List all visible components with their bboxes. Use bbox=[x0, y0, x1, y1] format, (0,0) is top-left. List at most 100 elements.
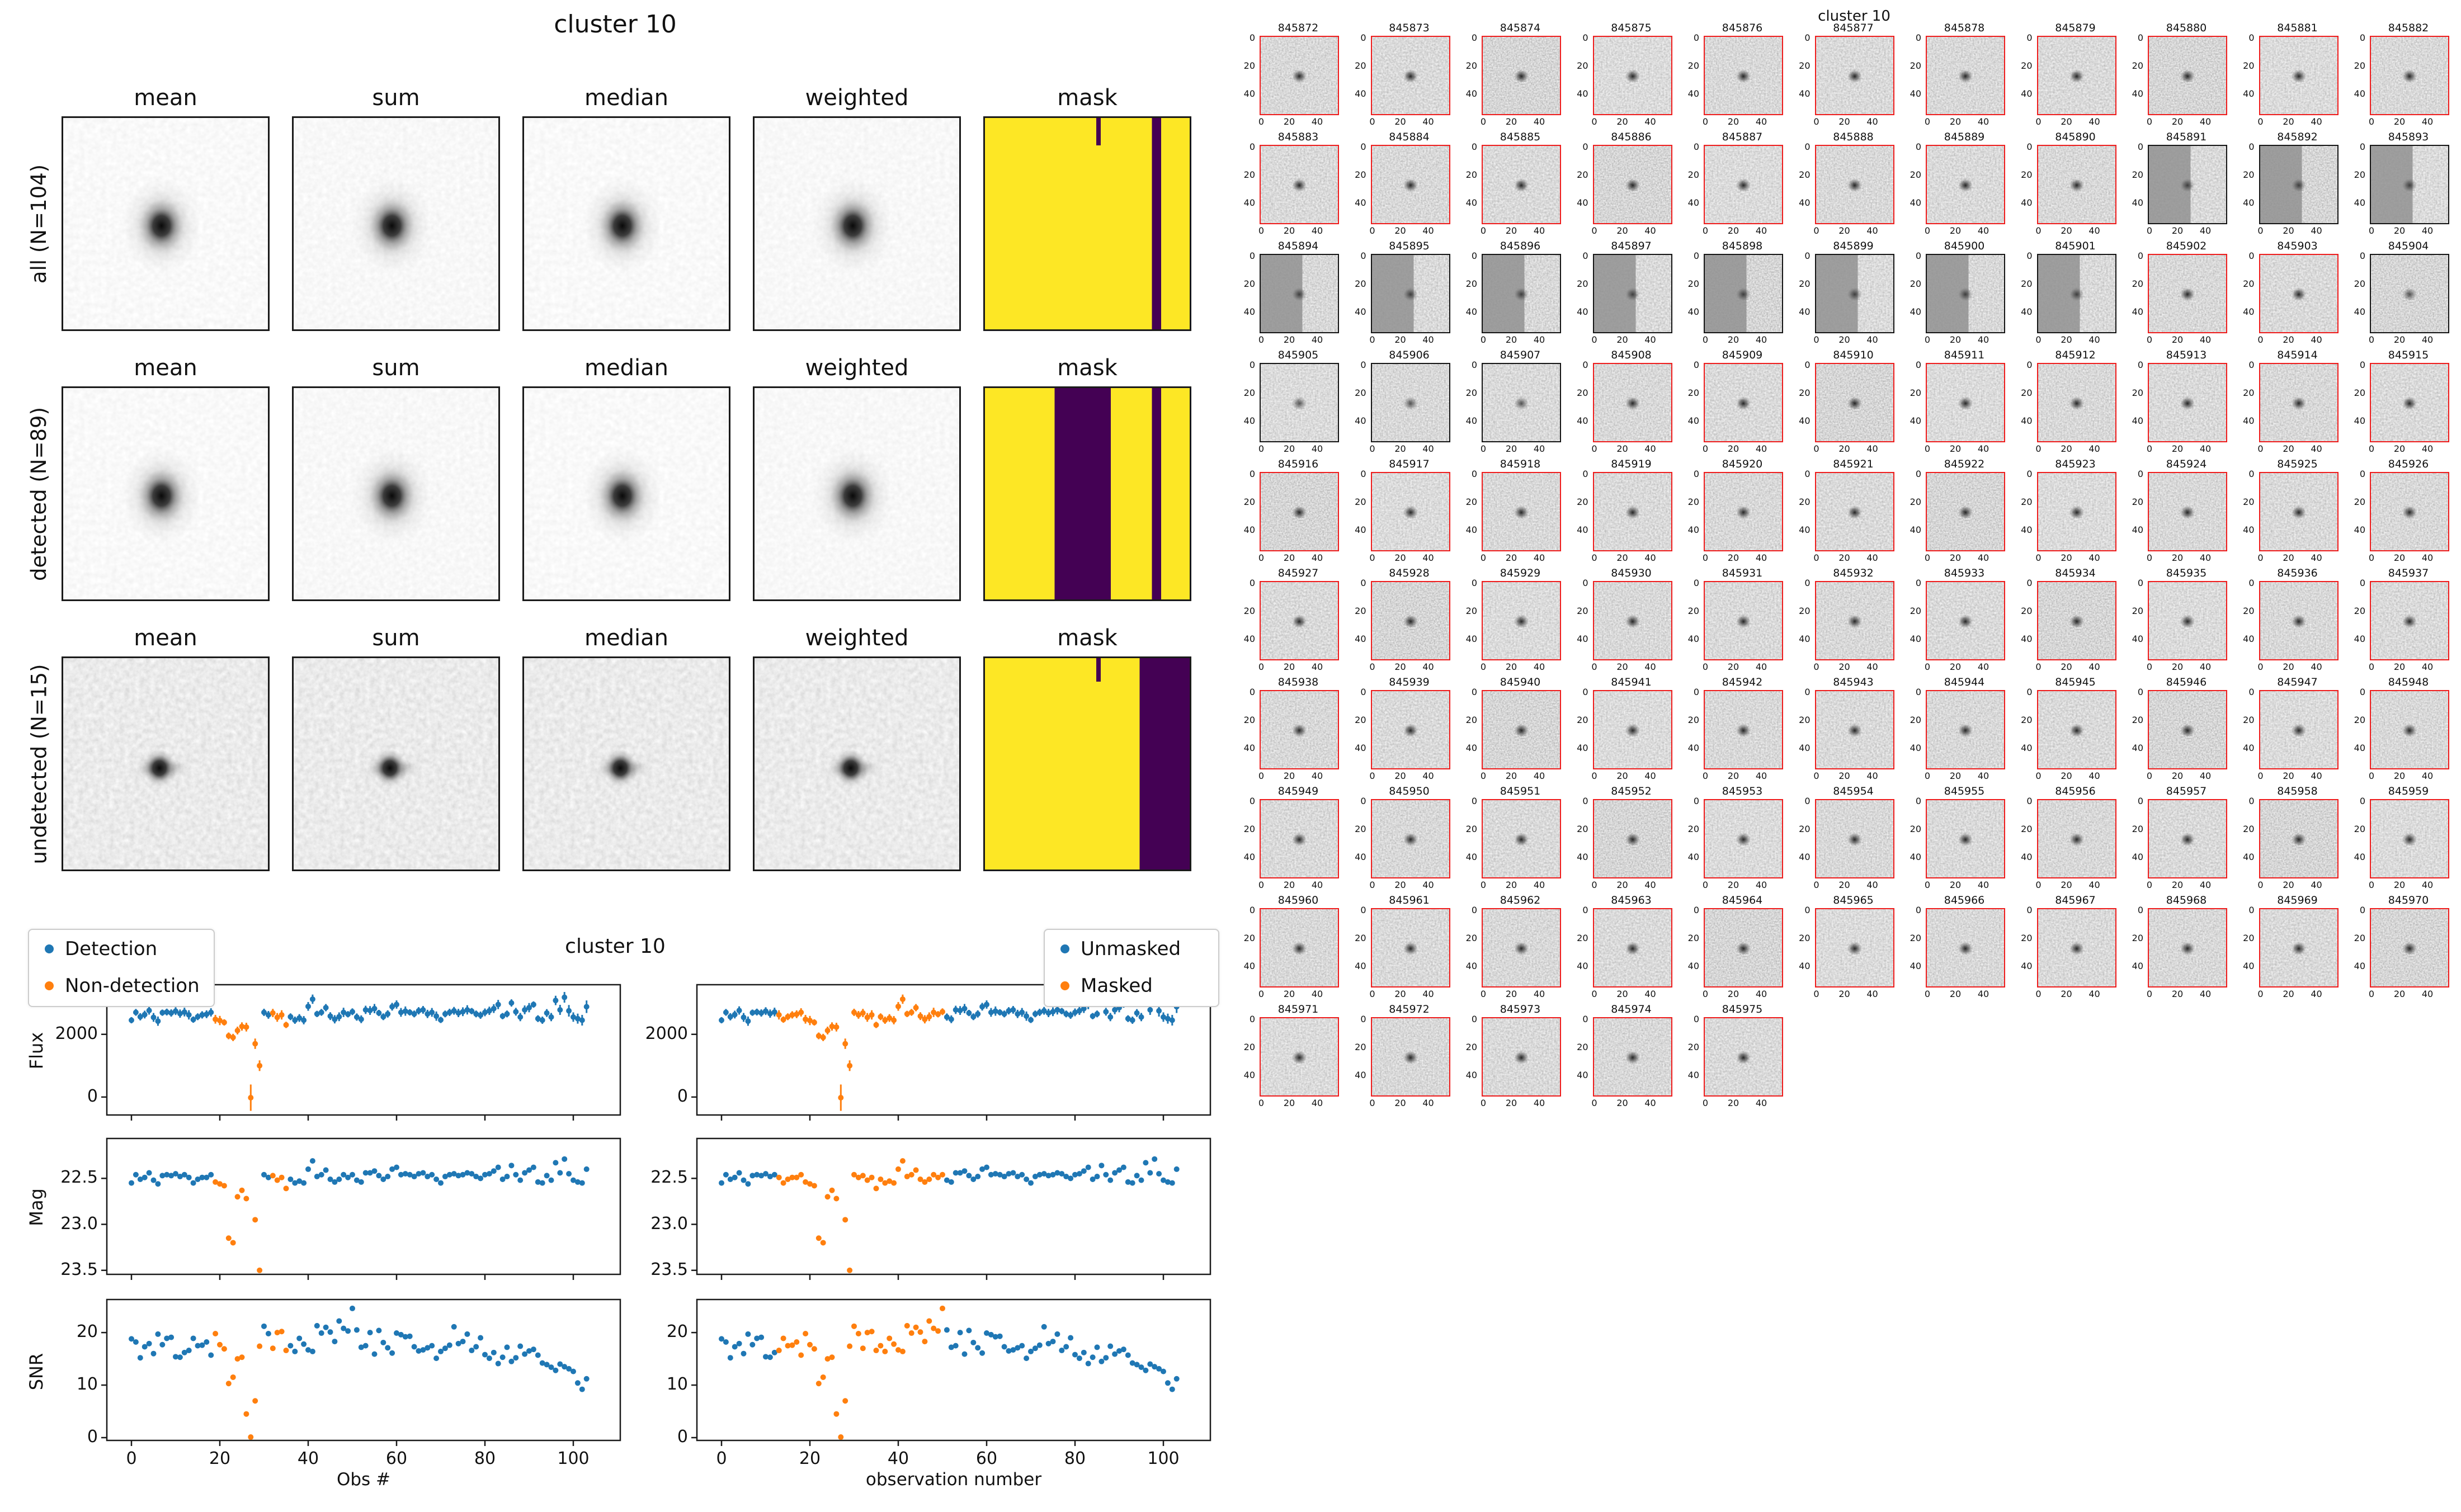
stamp-ytick-label: 40 bbox=[2132, 852, 2143, 862]
stamp-ytick-label: 40 bbox=[1243, 961, 1255, 971]
stamp-image bbox=[1814, 799, 1894, 878]
stamp-xtick-label: 40 bbox=[2311, 880, 2322, 890]
stamp-xtick-label: 0 bbox=[1369, 989, 1375, 999]
stamp-ytick-label: 0 bbox=[2026, 141, 2033, 152]
coadd-weighted-image bbox=[753, 656, 961, 871]
stamp-ytick-label: 40 bbox=[2132, 634, 2143, 644]
stamp-xtick-label: 40 bbox=[1866, 989, 1878, 999]
stamp-xtick-label: 40 bbox=[1866, 771, 1878, 781]
coadd-col-header: mask bbox=[1057, 355, 1118, 381]
stamp-ytick-label: 40 bbox=[1687, 306, 1699, 317]
stamp-title: 845925 bbox=[2277, 458, 2318, 470]
stamp-xtick-label: 0 bbox=[2035, 552, 2042, 563]
stamp-image bbox=[2148, 799, 2227, 878]
stamp-ytick-label: 40 bbox=[1355, 852, 1366, 862]
stamp-xtick-label: 0 bbox=[1258, 225, 1265, 236]
stamp-ytick-label: 0 bbox=[2137, 469, 2143, 479]
coadd-col-header: mask bbox=[1057, 85, 1118, 111]
stamp-xtick-label: 0 bbox=[1591, 771, 1597, 781]
stamp-ytick-label: 0 bbox=[1693, 32, 1699, 43]
stamp-xtick-label: 40 bbox=[2199, 989, 2212, 999]
stamp-xtick-label: 0 bbox=[1258, 662, 1265, 672]
stamp-ytick-label: 0 bbox=[2137, 360, 2143, 370]
stamp-xtick-label: 0 bbox=[1924, 662, 1931, 672]
stamp-title: 845959 bbox=[2388, 785, 2429, 797]
coadd-median-image bbox=[522, 116, 730, 331]
stamp-ytick-label: 20 bbox=[1910, 715, 1921, 725]
stamp-xtick-label: 20 bbox=[2171, 989, 2184, 999]
stamp-xtick-label: 0 bbox=[2035, 771, 2042, 781]
stamp-ytick-label: 20 bbox=[1687, 60, 1699, 71]
stamp-xtick-label: 20 bbox=[1727, 334, 1739, 345]
stamp-xtick-label: 40 bbox=[2311, 225, 2322, 236]
stamp-xtick-label: 20 bbox=[2283, 771, 2294, 781]
stamp-xtick-label: 20 bbox=[2393, 334, 2406, 345]
stamp-image bbox=[2148, 145, 2227, 224]
stamp-ytick-label: 0 bbox=[2359, 141, 2365, 152]
stamp-xtick-label: 20 bbox=[2171, 552, 2184, 563]
stamp-xtick-label: 40 bbox=[2199, 552, 2212, 563]
stamp-ytick-label: 40 bbox=[1577, 415, 1588, 426]
stamp-title: 845873 bbox=[1389, 22, 1430, 34]
stamp-title: 845890 bbox=[2055, 131, 2096, 143]
stamp-xtick-label: 20 bbox=[1727, 989, 1739, 999]
stamp-ytick-label: 0 bbox=[1360, 905, 1366, 915]
coadd-mask-image bbox=[983, 386, 1191, 601]
stamp-title: 845895 bbox=[1389, 240, 1430, 252]
stamp-xtick-label: 0 bbox=[1813, 880, 1819, 890]
stamp-xtick-label: 40 bbox=[1866, 334, 1878, 345]
stamp-xtick-label: 0 bbox=[2257, 662, 2264, 672]
stamp-xtick-label: 40 bbox=[1644, 443, 1656, 454]
stamp-image bbox=[2036, 690, 2116, 769]
stamp-title: 845887 bbox=[1722, 131, 1763, 143]
stamp-ytick-label: 40 bbox=[2132, 415, 2143, 426]
stamp-xtick-label: 0 bbox=[1591, 662, 1597, 672]
stamp-xtick-label: 0 bbox=[1258, 443, 1265, 454]
stamp-ytick-label: 40 bbox=[2021, 961, 2033, 971]
stamp-ytick-label: 0 bbox=[1360, 796, 1366, 806]
stamp-xtick-label: 40 bbox=[1755, 1098, 1767, 1108]
stamp-xtick-label: 0 bbox=[1702, 880, 1709, 890]
stamp-title: 845964 bbox=[1722, 894, 1763, 906]
legend-detection: Detection Non-detection bbox=[28, 929, 215, 1007]
stamp-title: 845910 bbox=[1833, 349, 1874, 361]
stamp-xtick-label: 20 bbox=[1838, 334, 1850, 345]
stamp-xtick-label: 40 bbox=[2311, 552, 2322, 563]
flux-axis-label: Flux bbox=[26, 1032, 47, 1070]
stamp-xtick-label: 0 bbox=[1924, 116, 1931, 127]
stamp-image bbox=[2370, 472, 2449, 551]
coadd-mean-image bbox=[62, 386, 270, 601]
stamp-title: 845953 bbox=[1722, 785, 1763, 797]
stamp-ytick-label: 0 bbox=[2248, 360, 2255, 370]
stamp-ytick-label: 0 bbox=[1804, 360, 1811, 370]
stamp-ytick-label: 0 bbox=[1804, 578, 1811, 588]
stamp-xtick-label: 40 bbox=[2088, 662, 2100, 672]
stamp-xtick-label: 20 bbox=[2283, 116, 2294, 127]
stamp-ytick-label: 0 bbox=[1582, 469, 1588, 479]
stamp-xtick-label: 40 bbox=[1644, 662, 1656, 672]
mag-plot-right bbox=[691, 1137, 1211, 1280]
stamp-title: 845893 bbox=[2388, 131, 2429, 143]
stamp-ytick-label: 20 bbox=[1687, 497, 1699, 507]
stamp-xtick-label: 0 bbox=[2146, 989, 2153, 999]
stamp-xtick-label: 20 bbox=[1727, 225, 1739, 236]
stamp-xtick-label: 20 bbox=[1949, 552, 1962, 563]
stamp-ytick-label: 20 bbox=[1465, 278, 1477, 289]
stamp-ytick-label: 0 bbox=[1582, 32, 1588, 43]
stamp-xtick-label: 0 bbox=[1924, 771, 1931, 781]
coadd-mask-image bbox=[983, 116, 1191, 331]
coadd-col-header: mean bbox=[134, 625, 197, 651]
stamp-xtick-label: 20 bbox=[1616, 225, 1628, 236]
stamp-xtick-label: 0 bbox=[2035, 116, 2042, 127]
stamp-title: 845876 bbox=[1722, 22, 1763, 34]
stamp-image bbox=[1370, 581, 1450, 660]
stamp-ytick-label: 40 bbox=[2021, 634, 2033, 644]
stamp-ytick-label: 40 bbox=[1799, 525, 1811, 535]
stamp-xtick-label: 0 bbox=[2368, 225, 2375, 236]
stamp-xtick-label: 20 bbox=[1838, 771, 1850, 781]
stamp-xtick-label: 0 bbox=[2146, 225, 2153, 236]
stamp-ytick-label: 40 bbox=[2021, 743, 2033, 753]
flux-ytick-label: 2000 bbox=[645, 1023, 688, 1043]
stamp-xtick-label: 0 bbox=[2368, 989, 2375, 999]
stamp-ytick-label: 20 bbox=[1355, 169, 1366, 180]
